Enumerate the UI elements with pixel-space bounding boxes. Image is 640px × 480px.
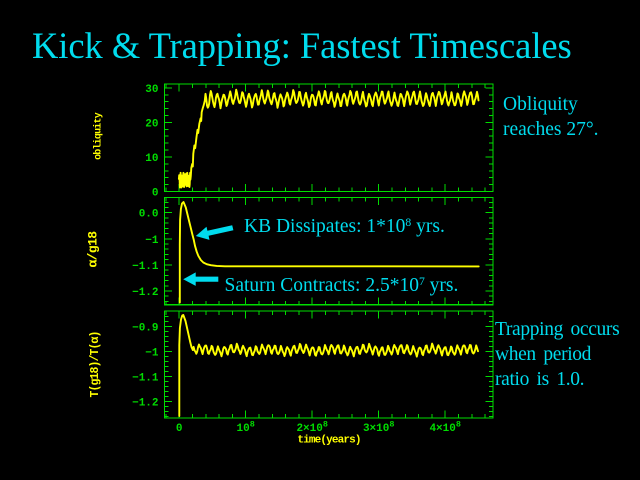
svg-text:20: 20 — [145, 118, 158, 130]
svg-text:T(g18)/T(α): T(g18)/T(α) — [89, 331, 102, 397]
svg-text:obliquity: obliquity — [93, 112, 105, 160]
svg-text:0: 0 — [176, 423, 183, 435]
svg-text:108: 108 — [237, 420, 255, 436]
svg-text:2×108: 2×108 — [296, 420, 328, 436]
svg-text:0.0: 0.0 — [139, 209, 159, 221]
svg-text:30: 30 — [145, 84, 158, 96]
svg-text:α/g18: α/g18 — [85, 231, 100, 268]
svg-text:0: 0 — [152, 188, 159, 200]
svg-text:−0.9: −0.9 — [132, 323, 158, 335]
svg-text:3×108: 3×108 — [363, 420, 395, 436]
svg-text:−1.2: −1.2 — [132, 398, 158, 410]
svg-text:−1.2: −1.2 — [132, 287, 158, 299]
svg-text:time(years): time(years) — [297, 435, 360, 447]
svg-text:−1: −1 — [145, 348, 159, 360]
svg-text:10: 10 — [145, 153, 158, 165]
svg-text:−1.1: −1.1 — [132, 261, 159, 273]
svg-text:−1.1: −1.1 — [132, 373, 159, 385]
svg-text:4×108: 4×108 — [429, 420, 461, 436]
svg-text:−1: −1 — [145, 235, 159, 247]
